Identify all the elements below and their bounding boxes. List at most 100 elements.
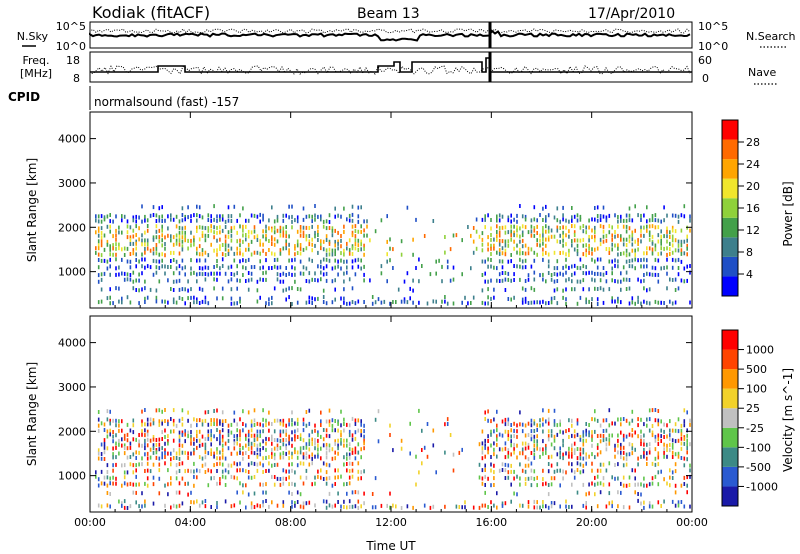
velocity-point (496, 505, 498, 510)
power-point (496, 214, 498, 219)
velocity-point (187, 410, 189, 415)
velocity-point (158, 422, 161, 427)
power-point (568, 219, 570, 224)
velocity-point (409, 451, 411, 456)
power-point (216, 225, 218, 230)
power-point (236, 230, 238, 235)
power-point (354, 242, 357, 246)
power-point (669, 241, 671, 246)
velocity-point (360, 422, 362, 427)
power-point (268, 301, 270, 306)
velocity-point (141, 422, 143, 427)
power-point (320, 259, 322, 264)
power-point (198, 271, 201, 276)
velocity-point (654, 456, 657, 461)
velocity-point (663, 499, 665, 504)
velocity-point (181, 416, 184, 421)
velocity-point (161, 419, 163, 424)
velocity-point (317, 469, 319, 474)
power-point (158, 279, 161, 284)
power-point (334, 287, 336, 292)
velocity-point (103, 428, 106, 432)
velocity-point (617, 433, 619, 438)
power-point (565, 297, 567, 302)
power-point (565, 257, 567, 262)
power-point (268, 239, 270, 243)
power-point (496, 234, 498, 239)
power-point (115, 257, 117, 262)
velocity-point (308, 500, 311, 505)
power-point (565, 264, 567, 269)
velocity-point (152, 421, 155, 426)
power-point (493, 237, 495, 242)
power-point (363, 300, 365, 304)
velocity-point (553, 438, 556, 443)
velocity-point (97, 428, 100, 433)
velocity-point (282, 455, 285, 460)
velocity-point (357, 428, 360, 433)
velocity-point (204, 499, 207, 503)
power-point (276, 228, 279, 233)
power-point (294, 279, 296, 284)
power-colorbar-swatch (722, 256, 738, 277)
power-point (291, 214, 293, 219)
velocity-point (285, 438, 287, 443)
power-point (325, 271, 328, 276)
velocity-point (562, 452, 564, 457)
velocity-point (674, 503, 677, 508)
power-point (513, 239, 515, 244)
power-point (415, 217, 417, 222)
velocity-point (545, 504, 547, 509)
power-point (230, 219, 233, 223)
power-point (640, 225, 642, 230)
power-point (464, 295, 466, 300)
velocity-point (204, 410, 207, 415)
power-point (651, 218, 654, 222)
velocity-point (346, 491, 348, 496)
power-point (239, 238, 241, 243)
power-point (689, 270, 691, 275)
velocity-point (175, 451, 178, 456)
velocity-point (247, 475, 250, 480)
velocity-point (279, 452, 282, 457)
power-point (132, 215, 135, 220)
power-point (334, 228, 336, 233)
power-point (265, 229, 267, 234)
power-point (576, 238, 579, 243)
power-point (576, 243, 579, 248)
power-point (521, 265, 524, 270)
velocity-point (585, 438, 587, 443)
velocity-point (637, 423, 639, 428)
velocity-point (337, 446, 339, 451)
power-point (164, 218, 166, 223)
velocity-point (527, 433, 530, 437)
velocity-point (657, 418, 660, 423)
power-point (106, 239, 109, 244)
velocity-point (302, 505, 305, 510)
velocity-point (620, 490, 622, 495)
power-point (363, 233, 365, 238)
velocity-point (322, 428, 325, 432)
velocity-point (291, 410, 293, 415)
velocity-point (285, 432, 287, 437)
velocity-point (628, 442, 631, 447)
power-point (487, 301, 489, 306)
velocity-point (585, 505, 587, 510)
power-point (611, 237, 613, 242)
power-point (259, 266, 261, 271)
velocity-point (521, 468, 524, 473)
velocity-point (646, 451, 648, 456)
velocity-point (230, 430, 233, 435)
velocity-point (146, 456, 149, 461)
velocity-point (536, 428, 538, 432)
velocity-point (158, 437, 161, 442)
velocity-point (201, 442, 204, 447)
velocity-point (115, 423, 117, 428)
power-point (493, 287, 495, 292)
power-point (328, 258, 331, 263)
power-point (501, 259, 504, 264)
cpid-text: normalsound (fast) -157 (94, 95, 239, 109)
velocity-point (242, 483, 244, 488)
power-point (677, 266, 680, 270)
